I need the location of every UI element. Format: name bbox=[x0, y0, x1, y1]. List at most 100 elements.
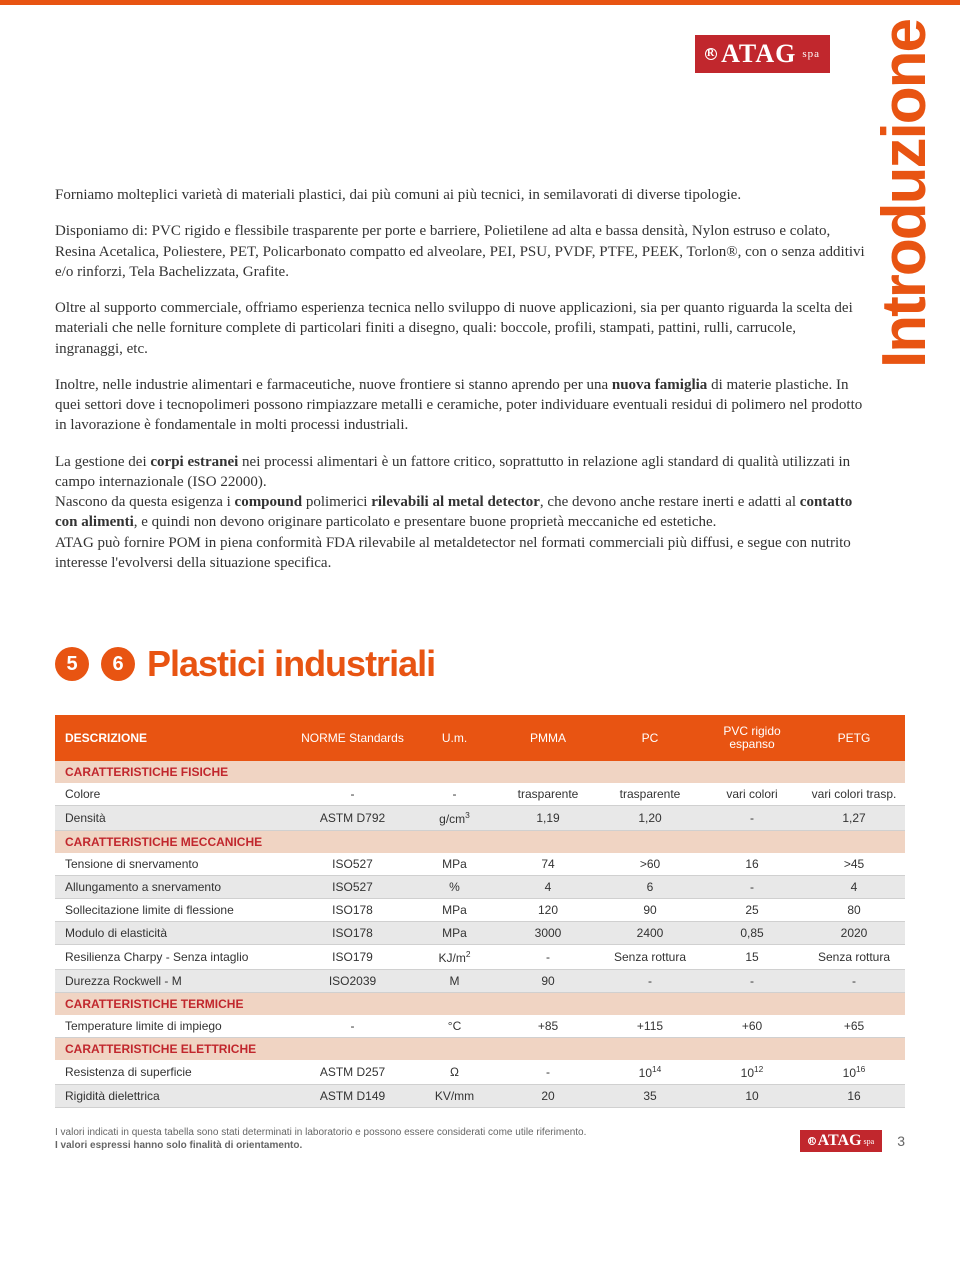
intro-p5: La gestione dei corpi estranei nei proce… bbox=[55, 452, 865, 574]
table-cell: trasparente bbox=[497, 783, 599, 806]
footer-note: I valori indicati in questa tabella sono… bbox=[55, 1126, 586, 1152]
table-cell: 120 bbox=[497, 899, 599, 922]
table-row: Resistenza di superficieASTM D257Ω-10141… bbox=[55, 1060, 905, 1085]
table-cell: 10 bbox=[701, 1085, 803, 1108]
page-footer: I valori indicati in questa tabella sono… bbox=[0, 1108, 960, 1167]
table-cell: 1014 bbox=[599, 1060, 701, 1085]
table-row: Resilienza Charpy - Senza intaglioISO179… bbox=[55, 945, 905, 970]
table-row: Durezza Rockwell - MISO2039M90--- bbox=[55, 970, 905, 993]
table-cell: Tensione di snervamento bbox=[55, 853, 293, 876]
table-cell: Ω bbox=[412, 1060, 497, 1085]
table-cell: 90 bbox=[497, 970, 599, 993]
table-cell: Senza rottura bbox=[803, 945, 905, 970]
table-row: Sollecitazione limite di flessioneISO178… bbox=[55, 899, 905, 922]
table-row: Temperature limite di impiego-°C+85+115+… bbox=[55, 1015, 905, 1038]
table-section-row: CARATTERISTICHE FISICHE bbox=[55, 761, 905, 783]
table-section-row: CARATTERISTICHE TERMICHE bbox=[55, 993, 905, 1016]
table-cell: ASTM D257 bbox=[293, 1060, 412, 1085]
table-cell: ASTM D149 bbox=[293, 1085, 412, 1108]
table-cell: +65 bbox=[803, 1015, 905, 1038]
page-number: 3 bbox=[897, 1133, 905, 1149]
table-cell: MPa bbox=[412, 922, 497, 945]
intro-p2: Disponiamo di: PVC rigido e flessibile t… bbox=[55, 221, 865, 282]
logo-text: ATAG bbox=[818, 1132, 862, 1150]
table-cell: ISO179 bbox=[293, 945, 412, 970]
logo-text: ATAG bbox=[721, 39, 796, 69]
table-cell: 20 bbox=[497, 1085, 599, 1108]
table-cell: vari colori bbox=[701, 783, 803, 806]
section-badge-1: 5 bbox=[55, 647, 89, 681]
table-cell: - bbox=[293, 1015, 412, 1038]
table-row: Colore--trasparentetrasparentevari color… bbox=[55, 783, 905, 806]
table-cell: Temperature limite di impiego bbox=[55, 1015, 293, 1038]
table-cell: KJ/m2 bbox=[412, 945, 497, 970]
table-row: Rigidità dielettricaASTM D149KV/mm203510… bbox=[55, 1085, 905, 1108]
table-cell: 6 bbox=[599, 876, 701, 899]
footer-line1: I valori indicati in questa tabella sono… bbox=[55, 1127, 586, 1138]
col-header: PC bbox=[599, 715, 701, 761]
table-cell: +85 bbox=[497, 1015, 599, 1038]
table-cell: 16 bbox=[803, 1085, 905, 1108]
table-cell: - bbox=[497, 1060, 599, 1085]
body-text: Forniamo molteplici varietà di materiali… bbox=[0, 5, 960, 573]
table-cell: Rigidità dielettrica bbox=[55, 1085, 293, 1108]
table-cell: Densità bbox=[55, 806, 293, 831]
footer-right: R ATAG spa 3 bbox=[800, 1130, 905, 1152]
table-cell: MPa bbox=[412, 899, 497, 922]
col-header: DESCRIZIONE bbox=[55, 715, 293, 761]
table-cell: ASTM D792 bbox=[293, 806, 412, 831]
table-cell: - bbox=[599, 970, 701, 993]
table-cell: ISO527 bbox=[293, 876, 412, 899]
table-cell: 4 bbox=[497, 876, 599, 899]
intro-p3: Oltre al supporto commerciale, offriamo … bbox=[55, 298, 865, 359]
intro-p1: Forniamo molteplici varietà di materiali… bbox=[55, 185, 865, 205]
table-cell: 1,27 bbox=[803, 806, 905, 831]
table-cell: - bbox=[701, 876, 803, 899]
logo-bottom: R ATAG spa bbox=[800, 1130, 883, 1152]
table-cell: KV/mm bbox=[412, 1085, 497, 1108]
table-cell: vari colori trasp. bbox=[803, 783, 905, 806]
table-cell: Resilienza Charpy - Senza intaglio bbox=[55, 945, 293, 970]
table-cell: >45 bbox=[803, 853, 905, 876]
table-cell: - bbox=[701, 806, 803, 831]
table-cell: - bbox=[803, 970, 905, 993]
table-cell: 35 bbox=[599, 1085, 701, 1108]
table-cell: ISO178 bbox=[293, 899, 412, 922]
table-row: Tensione di snervamentoISO527MPa74>6016>… bbox=[55, 853, 905, 876]
table-cell: Durezza Rockwell - M bbox=[55, 970, 293, 993]
col-header: PETG bbox=[803, 715, 905, 761]
table-cell: g/cm3 bbox=[412, 806, 497, 831]
table-section-row: CARATTERISTICHE MECCANICHE bbox=[55, 831, 905, 854]
table-cell: Modulo di elasticità bbox=[55, 922, 293, 945]
table-container: DESCRIZIONENORME StandardsU.m.PMMAPCPVC … bbox=[0, 715, 960, 1108]
table-cell: 1,20 bbox=[599, 806, 701, 831]
table-cell: +60 bbox=[701, 1015, 803, 1038]
table-cell: 0,85 bbox=[701, 922, 803, 945]
col-header: NORME Standards bbox=[293, 715, 412, 761]
table-cell: 90 bbox=[599, 899, 701, 922]
registered-icon: R bbox=[705, 48, 717, 60]
table-cell: Allungamento a snervamento bbox=[55, 876, 293, 899]
intro-p4: Inoltre, nelle industrie alimentari e fa… bbox=[55, 375, 865, 436]
table-cell: +115 bbox=[599, 1015, 701, 1038]
table-cell: M bbox=[412, 970, 497, 993]
table-cell: ISO178 bbox=[293, 922, 412, 945]
properties-table: DESCRIZIONENORME StandardsU.m.PMMAPCPVC … bbox=[55, 715, 905, 1108]
table-cell: 2020 bbox=[803, 922, 905, 945]
table-cell: - bbox=[412, 783, 497, 806]
table-cell: 2400 bbox=[599, 922, 701, 945]
vertical-section-title: Introduzione bbox=[874, 20, 936, 368]
table-cell: MPa bbox=[412, 853, 497, 876]
col-header: PMMA bbox=[497, 715, 599, 761]
table-cell: 4 bbox=[803, 876, 905, 899]
table-cell: ISO527 bbox=[293, 853, 412, 876]
table-row: Modulo di elasticitàISO178MPa300024000,8… bbox=[55, 922, 905, 945]
table-section-row: CARATTERISTICHE ELETTRICHE bbox=[55, 1038, 905, 1061]
table-cell: Colore bbox=[55, 783, 293, 806]
table-cell: - bbox=[293, 783, 412, 806]
table-cell: 74 bbox=[497, 853, 599, 876]
table-cell: >60 bbox=[599, 853, 701, 876]
table-cell: 1016 bbox=[803, 1060, 905, 1085]
section-heading: 5 6 Plastici industriali bbox=[0, 643, 960, 685]
table-cell: °C bbox=[412, 1015, 497, 1038]
